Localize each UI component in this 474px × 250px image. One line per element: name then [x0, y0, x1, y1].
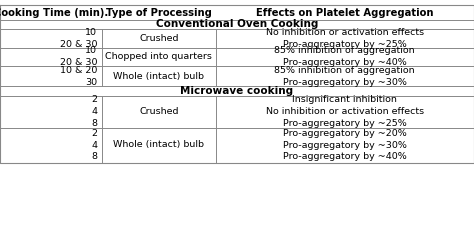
Text: 10 & 20
30: 10 & 20 30 — [60, 66, 97, 87]
Text: Pro-aggregatory by ~20%
Pro-aggregatory by ~30%
Pro-aggregatory by ~40%: Pro-aggregatory by ~20% Pro-aggregatory … — [283, 129, 407, 161]
Text: Crushed: Crushed — [139, 34, 179, 42]
Text: 2
4
8: 2 4 8 — [91, 95, 97, 128]
Text: Microwave cooking: Microwave cooking — [181, 86, 293, 96]
Text: Whole (intact) bulb: Whole (intact) bulb — [113, 140, 204, 149]
Text: 85% inhibition of aggregation
Pro-aggregatory by ~40%: 85% inhibition of aggregation Pro-aggreg… — [274, 46, 415, 67]
Text: No inhibition or activation effects
Pro-aggregatory by ~25%: No inhibition or activation effects Pro-… — [265, 28, 424, 48]
Text: 10
20 & 30: 10 20 & 30 — [60, 28, 97, 48]
Text: Type of Processing: Type of Processing — [106, 8, 212, 18]
Text: 85% inhibition of aggregation
Pro-aggregatory by ~30%: 85% inhibition of aggregation Pro-aggreg… — [274, 66, 415, 87]
Text: Whole (intact) bulb: Whole (intact) bulb — [113, 72, 204, 81]
Text: 2
4
8: 2 4 8 — [91, 129, 97, 161]
Text: Crushed: Crushed — [139, 107, 179, 116]
Text: Conventional Oven Cooking: Conventional Oven Cooking — [156, 19, 318, 29]
Text: Effects on Platelet Aggregation: Effects on Platelet Aggregation — [256, 8, 433, 18]
Text: Cooking Time (min).: Cooking Time (min). — [0, 8, 109, 18]
Text: Insignificant inhibition
No inhibition or activation effects
Pro-aggregatory by : Insignificant inhibition No inhibition o… — [265, 95, 424, 128]
Text: Chopped into quarters: Chopped into quarters — [105, 52, 212, 61]
Text: 10
20 & 30: 10 20 & 30 — [60, 46, 97, 67]
